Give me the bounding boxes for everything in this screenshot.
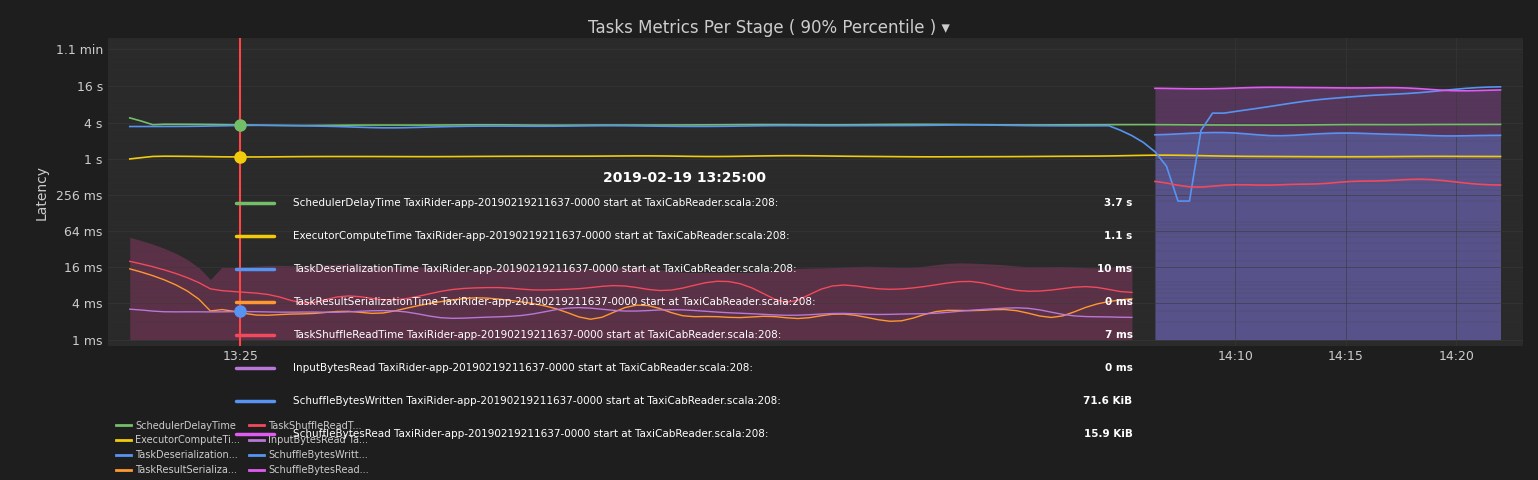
Text: 0 ms: 0 ms [1104,363,1132,373]
Text: SchuffleBytesWritten TaxiRider-app-20190219211637-0000 start at TaxiCabReader.sc: SchuffleBytesWritten TaxiRider-app-20190… [294,396,781,406]
Text: Tasks Metrics Per Stage ( 90% Percentile ) ▾: Tasks Metrics Per Stage ( 90% Percentile… [588,19,950,37]
Text: 2019-02-19 13:25:00: 2019-02-19 13:25:00 [603,171,766,185]
Text: 15.9 KiB: 15.9 KiB [1084,430,1132,439]
Text: 7 ms: 7 ms [1104,330,1132,340]
Text: 1.1 s: 1.1 s [1104,231,1132,240]
Text: 0 ms: 0 ms [1104,297,1132,307]
Text: SchuffleBytesRead TaxiRider-app-20190219211637-0000 start at TaxiCabReader.scala: SchuffleBytesRead TaxiRider-app-20190219… [294,430,769,439]
Text: ExecutorComputeTime TaxiRider-app-20190219211637-0000 start at TaxiCabReader.sca: ExecutorComputeTime TaxiRider-app-201902… [294,231,791,240]
Text: TaskShuffleReadTime TaxiRider-app-20190219211637-0000 start at TaxiCabReader.sca: TaskShuffleReadTime TaxiRider-app-201902… [294,330,781,340]
Text: TaskDeserializationTime TaxiRider-app-20190219211637-0000 start at TaxiCabReader: TaskDeserializationTime TaxiRider-app-20… [294,264,797,274]
Text: SchedulerDelayTime TaxiRider-app-20190219211637-0000 start at TaxiCabReader.scal: SchedulerDelayTime TaxiRider-app-2019021… [294,198,778,207]
Text: TaskResultSerializationTime TaxiRider-app-20190219211637-0000 start at TaxiCabRe: TaskResultSerializationTime TaxiRider-ap… [294,297,817,307]
Text: 71.6 KiB: 71.6 KiB [1083,396,1132,406]
Legend: SchedulerDelayTime, ExecutorComputeTi..., TaskDeserialization..., TaskResultSeri: SchedulerDelayTime, ExecutorComputeTi...… [112,417,372,479]
Y-axis label: Latency: Latency [34,165,49,219]
Text: 3.7 s: 3.7 s [1104,198,1132,207]
Text: 10 ms: 10 ms [1098,264,1132,274]
Text: InputBytesRead TaxiRider-app-20190219211637-0000 start at TaxiCabReader.scala:20: InputBytesRead TaxiRider-app-20190219211… [294,363,754,373]
